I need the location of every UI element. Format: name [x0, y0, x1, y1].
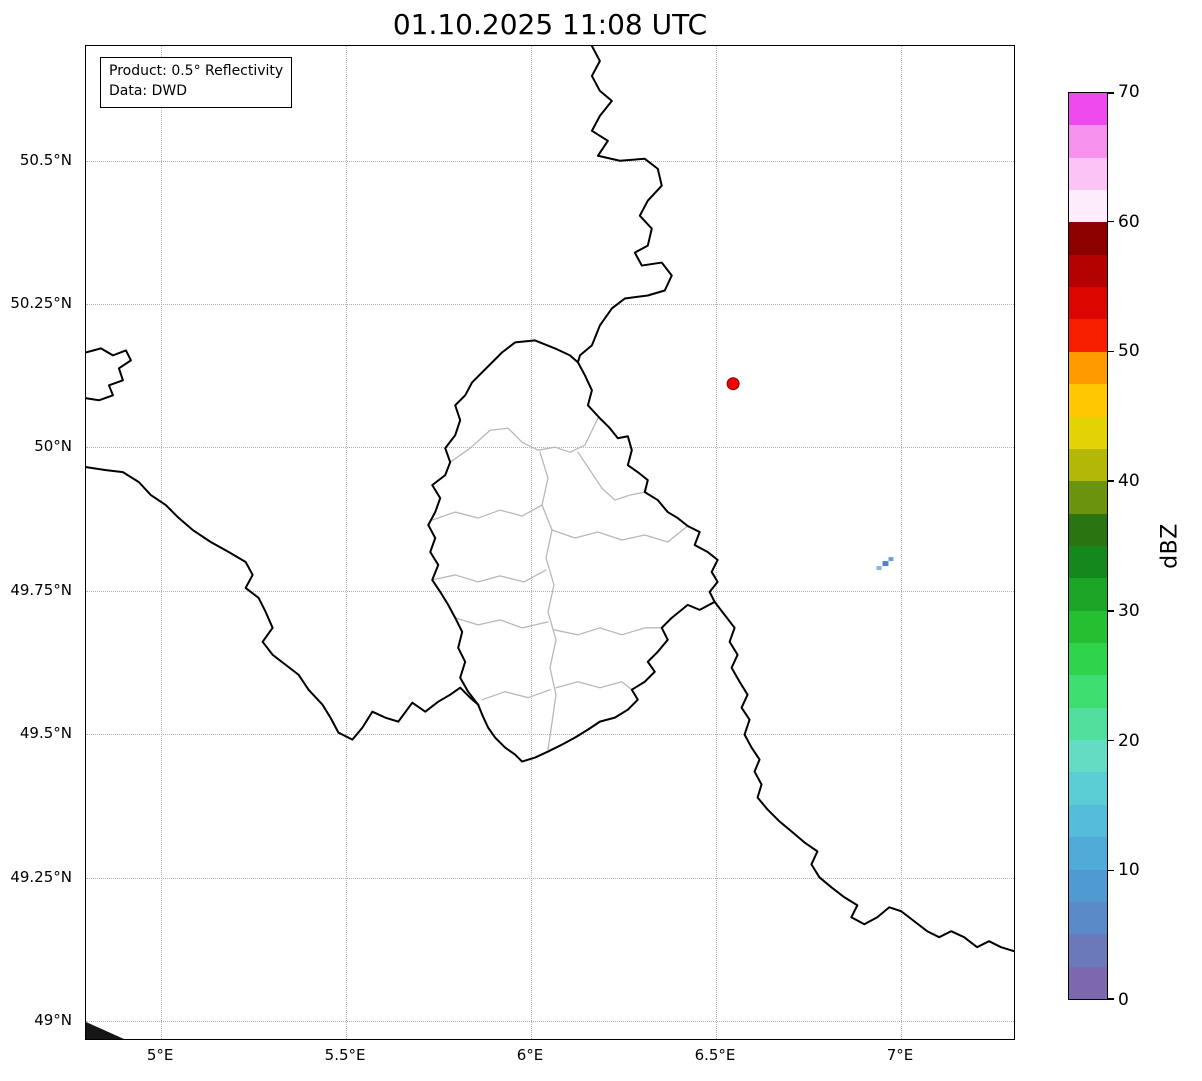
canton-border-line [577, 451, 646, 501]
colorbar-segment [1069, 254, 1107, 288]
colorbar-segment [1069, 125, 1107, 158]
radar-echo-pixel [876, 566, 882, 571]
colorbar-tick-mark [1108, 739, 1114, 742]
latitude-tick-label: 50.5°N [19, 150, 72, 169]
longitude-tick-label: 6.5°E [694, 1046, 736, 1064]
colorbar-tick-mark [1108, 350, 1114, 353]
longitude-tick-labels: 5°E 5.5°E 6°E 6.5°E 7°E [85, 1046, 1015, 1072]
plot-title: 01.10.2025 11:08 UTC [392, 8, 708, 41]
colorbar-tick-label: 60 [1118, 211, 1140, 232]
colorbar-segment [1069, 675, 1107, 708]
colorbar-segment [1069, 837, 1107, 870]
colorbar-segment [1069, 772, 1107, 805]
gridline-vertical [901, 46, 902, 1039]
latitude-tick-label: 50.25°N [10, 294, 72, 313]
longitude-tick-label: 7°E [886, 1046, 914, 1064]
colorbar-segment [1069, 513, 1107, 546]
colorbar-segment [1069, 190, 1107, 223]
map-borders-svg [86, 46, 1014, 1039]
colorbar-tick-mark [1108, 610, 1114, 612]
colorbar-segment [1069, 448, 1107, 482]
colorbar-segment [1069, 707, 1107, 741]
colorbar-segment [1069, 319, 1107, 352]
colorbar-segment [1069, 351, 1107, 385]
canton-border-line [431, 569, 547, 583]
colorbar-segment [1069, 901, 1107, 935]
colorbar-tick-label: 10 [1118, 860, 1140, 881]
canton-border-line [454, 617, 663, 636]
gridline-vertical [531, 46, 532, 1039]
colorbar-segment [1069, 610, 1107, 644]
latitude-tick-labels: 50.5°N 50.25°N 50°N 49.75°N 49.5°N 49.25°N 49°… [0, 45, 79, 1040]
marker-layer [726, 377, 894, 571]
colorbar-ticks: 0 10 20 30 40 50 60 70 [1108, 82, 1178, 1010]
colorbar-segment [1069, 740, 1107, 773]
radar-site-marker [726, 377, 740, 391]
gridline-horizontal [86, 1020, 1014, 1022]
colorbar-segment [1069, 869, 1107, 902]
colorbar-segment [1069, 643, 1107, 676]
canton-border-line [539, 451, 557, 751]
gridline-vertical [716, 46, 717, 1039]
colorbar-tick-label: 40 [1118, 471, 1140, 492]
colorbar-tick-label: 30 [1118, 600, 1140, 621]
canton-border-line [481, 681, 633, 701]
latitude-tick-label: 49.5°N [19, 724, 72, 743]
colorbar [1068, 92, 1108, 1000]
gridline-horizontal [86, 590, 1014, 592]
colorbar-segment [1069, 92, 1107, 126]
colorbar-tick-label: 70 [1118, 82, 1140, 102]
colorbar-tick-mark [1108, 92, 1114, 94]
country-borders [86, 46, 1014, 953]
border-germany-france [713, 600, 1014, 953]
colorbar-segment [1069, 287, 1107, 320]
luxembourg-canton-borders [431, 417, 689, 751]
canton-border-line [431, 504, 543, 521]
colorbar-segment [1069, 481, 1107, 514]
longitude-tick-label: 5°E [146, 1046, 174, 1064]
border-givet-salient [86, 347, 132, 402]
product-label: Product: 0.5° Reflectivity [109, 63, 284, 79]
colorbar-tick-label: 20 [1118, 730, 1140, 751]
longitude-tick-label: 6°E [516, 1046, 544, 1064]
colorbar-label: dBZ [1157, 523, 1183, 569]
canton-border-line [449, 417, 599, 463]
colorbar-segment [1069, 416, 1107, 449]
latitude-tick-label: 49.25°N [10, 867, 72, 886]
colorbar-segment [1069, 804, 1107, 838]
colorbar-segment [1069, 545, 1107, 579]
canton-border-line [551, 525, 689, 543]
colorbar-segment [1069, 966, 1107, 999]
colorbar-segment [1069, 934, 1107, 967]
gridline-vertical [346, 46, 348, 1039]
map-corner-shape [86, 1022, 124, 1039]
colorbar-tick-mark [1108, 869, 1114, 872]
gridline-horizontal [86, 304, 1014, 306]
colorbar-tick-label: 0 [1118, 990, 1129, 1010]
longitude-tick-label: 5.5°E [324, 1046, 366, 1064]
border-belgium-germany [576, 46, 673, 364]
map-plot: Product: 0.5° Reflectivity Data: DWD [85, 45, 1015, 1040]
colorbar-segment [1069, 384, 1107, 417]
colorbar-tick-mark [1108, 998, 1114, 1000]
latitude-tick-label: 49°N [34, 1010, 72, 1029]
colorbar-segment [1069, 578, 1107, 611]
border-france-belgium [86, 466, 480, 741]
radar-echo-pixel [882, 561, 889, 567]
colorbar-segment [1069, 157, 1107, 191]
gridline-vertical [161, 46, 163, 1039]
colorbar-segment [1069, 222, 1107, 255]
gridline-horizontal [86, 877, 1014, 879]
product-info-box: Product: 0.5° Reflectivity Data: DWD [100, 57, 293, 108]
radar-echo-pixel [888, 557, 894, 562]
latitude-tick-label: 49.75°N [10, 580, 72, 599]
data-source-label: Data: DWD [109, 83, 187, 100]
latitude-tick-label: 50°N [34, 437, 72, 456]
gridline-horizontal [86, 160, 1014, 162]
colorbar-tick-label: 50 [1118, 341, 1140, 362]
colorbar-tick-mark [1108, 480, 1114, 482]
border-luxembourg [427, 339, 719, 763]
colorbar-tick-mark [1108, 220, 1114, 223]
